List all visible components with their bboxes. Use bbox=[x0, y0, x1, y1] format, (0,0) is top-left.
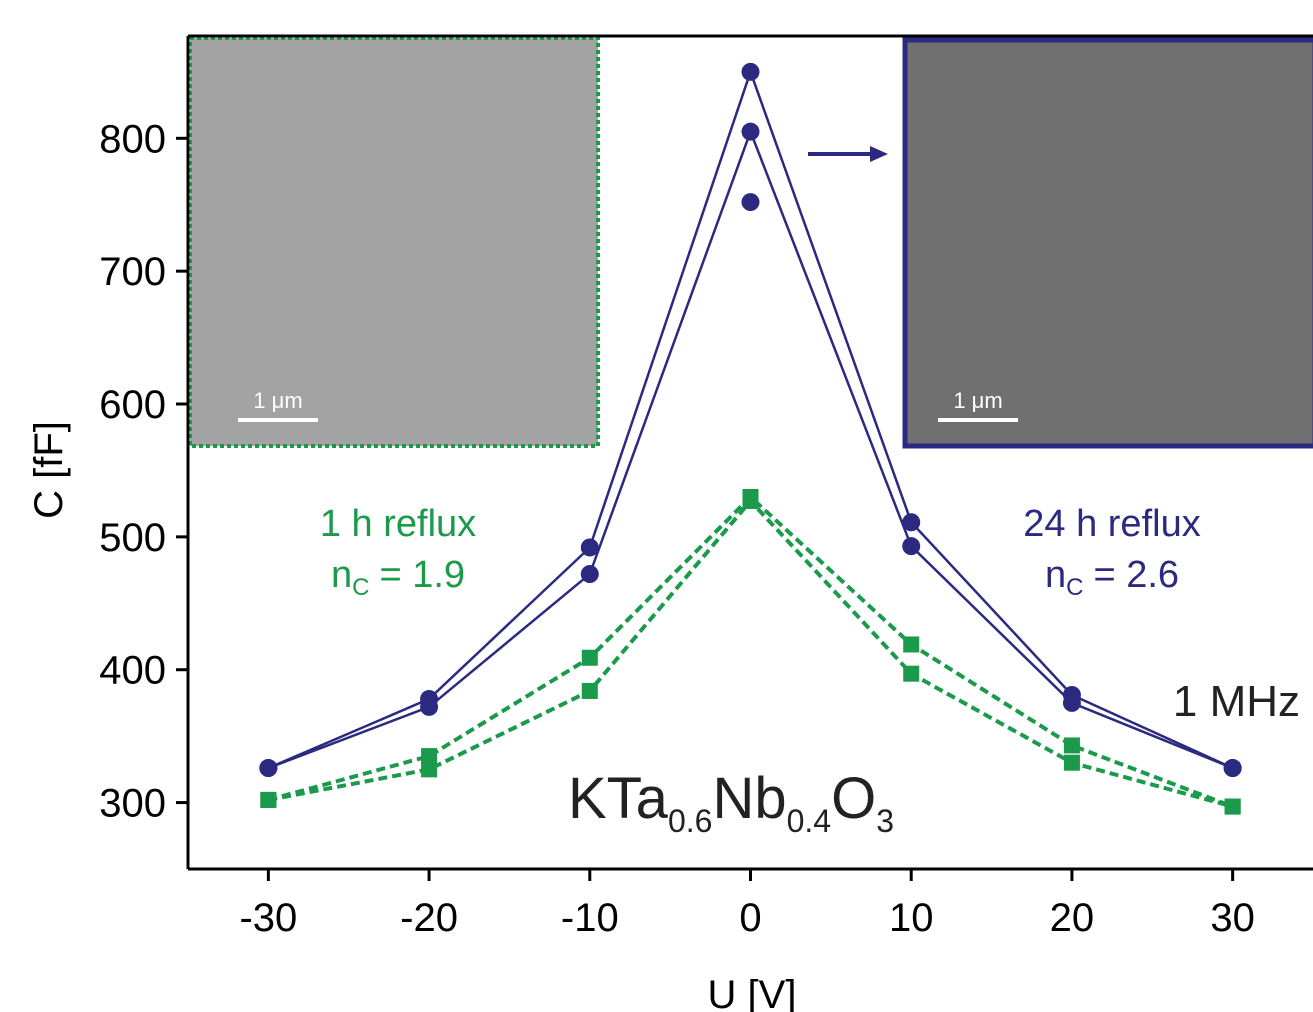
x-tick-label: 30 bbox=[1210, 896, 1255, 940]
annotation-part: n bbox=[331, 554, 352, 596]
y-tick-label: 400 bbox=[99, 649, 166, 693]
data-point bbox=[260, 792, 276, 808]
y-tick-label: 500 bbox=[99, 516, 166, 560]
formula-sub: 3 bbox=[876, 803, 894, 839]
data-point bbox=[1064, 737, 1080, 753]
data-point bbox=[581, 538, 599, 556]
data-point bbox=[421, 761, 437, 777]
annotation-part: n bbox=[1045, 554, 1066, 596]
data-point bbox=[903, 666, 919, 682]
data-point bbox=[742, 123, 760, 141]
y-axis-label: C [fF] bbox=[27, 421, 71, 519]
annotation: nC = 1.9 bbox=[331, 554, 465, 601]
y-tick-label: 600 bbox=[99, 383, 166, 427]
formula-part: Nb bbox=[712, 766, 786, 831]
formula-sub: 0.6 bbox=[668, 803, 712, 839]
formula-part: O bbox=[831, 766, 876, 831]
annotation: nC = 2.6 bbox=[1045, 554, 1179, 601]
x-tick-label: -10 bbox=[561, 896, 619, 940]
annotation: 1 MHz bbox=[1173, 677, 1300, 726]
annotation-sub: C bbox=[352, 574, 369, 601]
data-point bbox=[1224, 759, 1242, 777]
sem-inset-left bbox=[190, 38, 598, 446]
data-point bbox=[742, 63, 760, 81]
annotation-sub: C bbox=[1066, 574, 1083, 601]
x-axis-label: U [V] bbox=[708, 973, 797, 1012]
y-tick-label: 300 bbox=[99, 782, 166, 826]
formula-sub: 0.4 bbox=[787, 803, 831, 839]
x-tick-label: -30 bbox=[239, 896, 297, 940]
data-point bbox=[742, 193, 760, 211]
annotation: 24 h reflux bbox=[1023, 503, 1200, 545]
page: {"chart_data": {"type": "line", "xlabel"… bbox=[0, 0, 1313, 1012]
x-tick-label: 0 bbox=[739, 896, 761, 940]
scale-label: 1 μm bbox=[953, 388, 1002, 413]
data-point bbox=[1225, 799, 1241, 815]
data-point bbox=[903, 636, 919, 652]
data-point bbox=[902, 513, 920, 531]
data-point bbox=[581, 565, 599, 583]
x-tick-label: 10 bbox=[889, 896, 934, 940]
data-point bbox=[1063, 694, 1081, 712]
annotation-part: = 1.9 bbox=[379, 554, 465, 596]
formula-part: KTa bbox=[568, 766, 669, 831]
series-line bbox=[268, 501, 1232, 807]
sem-inset-right bbox=[905, 40, 1313, 446]
annotation-part: = 2.6 bbox=[1093, 554, 1179, 596]
y-tick-label: 800 bbox=[99, 117, 166, 161]
data-point bbox=[259, 759, 277, 777]
data-point bbox=[582, 650, 598, 666]
y-tick-label: 700 bbox=[99, 250, 166, 294]
formula: KTa0.6Nb0.4O3 bbox=[568, 766, 894, 839]
data-point bbox=[420, 698, 438, 716]
annotation: 1 h reflux bbox=[320, 503, 476, 545]
data-point bbox=[1064, 755, 1080, 771]
data-point bbox=[582, 683, 598, 699]
data-point bbox=[902, 537, 920, 555]
chart: 1 μm 1 μm U [V] C [fF] 1 h reflux nC= 1.… bbox=[0, 0, 1313, 1012]
scale-label: 1 μm bbox=[253, 388, 302, 413]
x-tick-label: 20 bbox=[1050, 896, 1095, 940]
x-tick-label: -20 bbox=[400, 896, 458, 940]
arrow-head bbox=[870, 146, 888, 162]
data-point bbox=[743, 493, 759, 509]
